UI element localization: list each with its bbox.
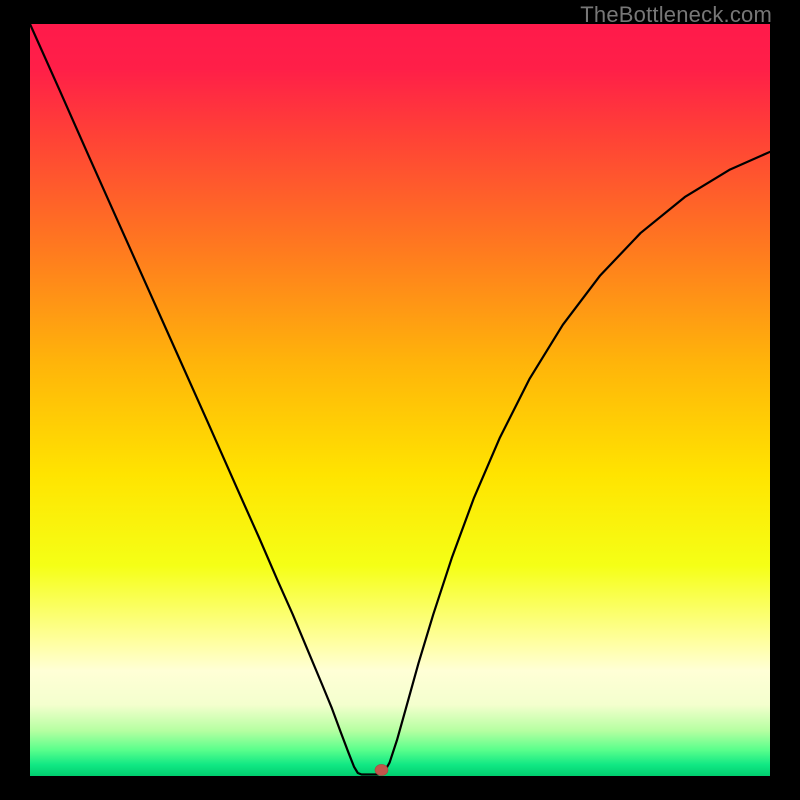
chart-plot-area	[30, 24, 770, 776]
gradient-background	[30, 24, 770, 776]
chart-svg	[30, 24, 770, 776]
optimal-point-marker	[375, 764, 388, 775]
